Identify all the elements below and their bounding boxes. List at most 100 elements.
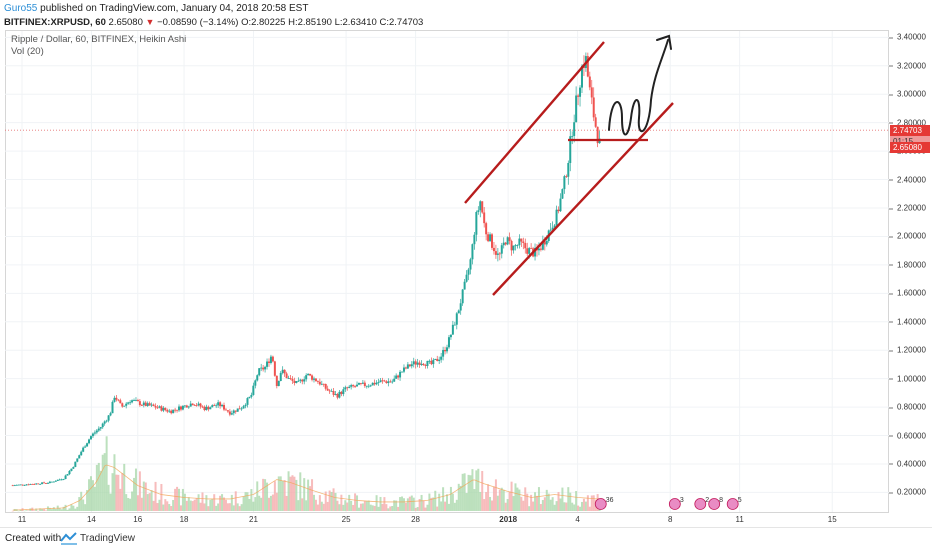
published-text: published on TradingView.com, January 04… — [37, 3, 309, 14]
volume-bar — [11, 510, 14, 512]
candle-body — [422, 363, 425, 366]
candle-body — [555, 209, 558, 226]
candle-body — [539, 248, 542, 250]
time-tick-label: 21 — [249, 515, 258, 524]
volume-bar — [267, 497, 270, 511]
volume-bar — [19, 509, 22, 511]
footer: Created with TradingView — [0, 527, 932, 551]
candle-body — [418, 362, 421, 365]
volume-bar — [383, 497, 386, 511]
candle-body — [15, 484, 18, 486]
candle-body — [410, 364, 413, 367]
candle-body — [491, 234, 494, 248]
chart-pane[interactable] — [5, 30, 889, 513]
candle-body — [522, 241, 525, 244]
candle-body — [342, 389, 345, 395]
volume-bar — [494, 479, 497, 511]
volume-bar — [242, 496, 245, 511]
candle-body — [250, 394, 253, 397]
candle-body — [117, 399, 120, 401]
author-link[interactable]: Guro55 — [4, 3, 38, 14]
candle-body — [258, 368, 261, 376]
candle-body — [363, 382, 366, 387]
candle-body — [510, 240, 513, 251]
volume-bar — [215, 505, 218, 511]
volume-bar — [373, 505, 376, 511]
volume-bar — [346, 502, 349, 511]
volume-bar — [117, 474, 120, 511]
candle-body — [332, 390, 335, 395]
candle-body — [191, 403, 194, 406]
price-axis[interactable]: 3.400003.200003.000002.800002.600002.400… — [889, 30, 932, 513]
volume-bar — [577, 505, 580, 511]
volume-bar — [72, 505, 75, 511]
candle-body — [399, 371, 402, 378]
volume-bar — [103, 453, 106, 511]
chart-grid — [5, 31, 889, 512]
volume-bar — [575, 491, 578, 511]
volume-bar — [379, 496, 382, 511]
candle-body — [514, 245, 517, 247]
volume-bar — [211, 499, 214, 511]
volume-bar — [532, 501, 535, 511]
volume-bar — [289, 476, 292, 511]
volume-bar — [187, 497, 190, 511]
candle-body — [524, 243, 527, 249]
volume-bar — [496, 495, 499, 511]
candle-body — [230, 413, 233, 415]
candle-body — [144, 402, 147, 406]
volume-bar — [356, 495, 359, 511]
candle-body — [289, 378, 292, 379]
volume-bar — [565, 502, 568, 511]
candle-body — [496, 253, 499, 255]
candle-body — [221, 404, 224, 407]
candle-body — [168, 410, 171, 412]
candle-body — [142, 402, 145, 406]
volume-bar — [146, 494, 149, 511]
volume-bar — [193, 499, 196, 511]
candle-body — [121, 403, 124, 407]
volume-bar — [224, 499, 227, 511]
candle-body — [262, 367, 265, 370]
candle-body — [148, 403, 151, 406]
candle-body — [101, 423, 104, 428]
candle-body — [295, 381, 298, 384]
arrowhead-icon — [656, 34, 672, 50]
volume-bar — [571, 502, 574, 511]
candle-body — [506, 237, 509, 245]
tradingview-brand[interactable]: TradingView — [80, 533, 136, 544]
volume-bar — [301, 498, 304, 511]
candle-body — [66, 474, 69, 476]
candle-body — [93, 432, 96, 434]
candle-body — [354, 386, 357, 388]
price-chart-canvas[interactable]: 36 3 2 8 5 — [0, 0, 932, 527]
volume-bar — [305, 500, 308, 511]
candle-body — [377, 382, 380, 383]
candle-body — [455, 313, 458, 325]
volume-bar — [322, 503, 325, 511]
candle-body — [590, 87, 593, 98]
volume-bar — [420, 494, 423, 511]
candle-body — [219, 402, 222, 407]
candle-body — [469, 259, 472, 270]
candle-body — [54, 480, 57, 482]
volume-bar — [375, 495, 378, 511]
candle-body — [569, 136, 572, 163]
volume-bar — [582, 498, 585, 511]
candle-body — [438, 359, 441, 362]
candle-body — [156, 407, 159, 409]
candle-body — [504, 242, 507, 245]
candle-body — [271, 356, 274, 362]
volume-bar — [258, 495, 261, 511]
volume-bar — [164, 499, 167, 511]
time-axis[interactable]: 11 14 16 18 21 25 28 2018 4 8 11 15 — [5, 513, 889, 527]
volume-bar — [76, 506, 79, 511]
price-change: −0.08590 (−3.14%) — [157, 17, 239, 28]
candle-body — [324, 383, 327, 389]
volume-indicator-label[interactable]: Vol (20) — [11, 46, 44, 57]
volume-bar — [160, 483, 163, 511]
candle-body — [549, 229, 552, 231]
volume-bar — [156, 503, 159, 511]
price-tick-label: 2.40000 — [889, 175, 926, 185]
volume-bar — [43, 509, 46, 511]
